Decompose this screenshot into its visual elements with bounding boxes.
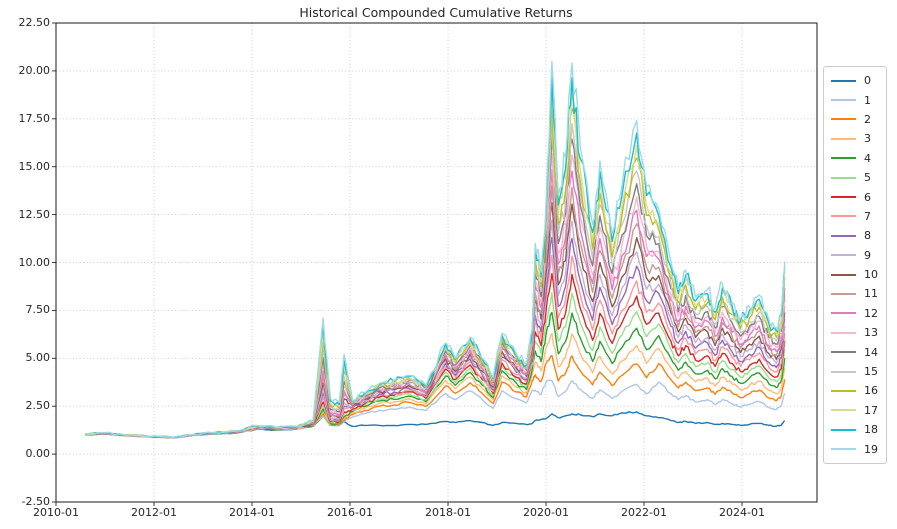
legend-item-17: 17 [831, 401, 886, 420]
legend-item-13: 13 [831, 323, 886, 342]
legend-line-sample [831, 196, 856, 199]
x-axis-tick-label: 2012-01 [131, 506, 177, 519]
legend-item-19: 19 [831, 439, 886, 458]
legend-line-sample [831, 292, 856, 295]
x-axis-tick-label: 2024-01 [719, 506, 765, 519]
legend-item-3: 3 [831, 129, 886, 148]
legend-item-8: 8 [831, 226, 886, 245]
y-axis-tick-label: 22.50 [18, 16, 51, 29]
y-axis-tick-label: 7.50 [25, 303, 51, 317]
legend-item-6: 6 [831, 187, 886, 206]
legend-item-label: 7 [864, 209, 871, 223]
y-axis-tick-label: 15.00 [18, 159, 51, 173]
series-line-15 [85, 121, 786, 439]
legend-item-label: 6 [864, 190, 871, 204]
y-axis-tick-label: 12.50 [18, 207, 51, 221]
legend-line-sample [831, 234, 856, 237]
y-axis-tick-label: 5.00 [25, 351, 51, 365]
y-axis-tick-label: 17.50 [18, 111, 51, 125]
legend-item-15: 15 [831, 362, 886, 381]
legend-item-9: 9 [831, 246, 886, 265]
y-axis-tick-label: 2.50 [25, 399, 51, 413]
legend-item-4: 4 [831, 149, 886, 168]
legend-line-sample [831, 351, 856, 354]
y-axis-tick-label: 10.00 [18, 255, 51, 269]
chart-title: Historical Compounded Cumulative Returns [299, 5, 573, 20]
x-axis-tick-label: 2018-01 [425, 506, 471, 519]
legend-item-1: 1 [831, 90, 886, 109]
legend-line-sample [831, 273, 856, 276]
legend-line-sample [831, 137, 856, 140]
legend-item-0: 0 [831, 71, 886, 90]
legend-item-label: 11 [864, 287, 878, 301]
legend-line-sample [831, 448, 856, 451]
legend-item-16: 16 [831, 381, 886, 400]
legend-line-sample [831, 157, 856, 160]
legend-line-sample [831, 409, 856, 412]
legend-item-label: 9 [864, 248, 871, 262]
legend-item-18: 18 [831, 420, 886, 439]
legend-item-label: 18 [864, 423, 878, 437]
legend-item-14: 14 [831, 342, 886, 361]
legend-item-label: 8 [864, 229, 871, 243]
legend-line-sample [831, 215, 856, 218]
y-axis-tick-label: 20.00 [18, 63, 51, 77]
series-line-0 [85, 411, 786, 439]
legend-line-sample [831, 389, 856, 392]
legend-item-label: 3 [864, 132, 871, 146]
legend-item-label: 4 [864, 151, 871, 165]
x-axis-tick-label: 2014-01 [229, 506, 275, 519]
legend-item-10: 10 [831, 265, 886, 284]
legend-line-sample [831, 99, 856, 102]
legend-item-label: 13 [864, 326, 878, 340]
legend-item-label: 19 [864, 442, 878, 456]
legend-item-label: 16 [864, 384, 878, 398]
legend-item-label: 2 [864, 112, 871, 126]
legend: 0 1 2 3 4 5 6 7 8 9 10 11 12 13 14 15 16 17 18 19 [823, 66, 887, 464]
legend-item-7: 7 [831, 207, 886, 226]
legend-item-label: 10 [864, 268, 878, 282]
legend-item-5: 5 [831, 168, 886, 187]
legend-item-label: 1 [864, 93, 871, 107]
legend-line-sample [831, 118, 856, 121]
legend-item-label: 12 [864, 306, 878, 320]
legend-item-12: 12 [831, 304, 886, 323]
series-line-8 [85, 236, 786, 439]
legend-line-sample [831, 79, 856, 82]
series-line-19 [85, 60, 786, 438]
legend-line-sample [831, 370, 856, 373]
x-axis-tick-label: 2020-01 [523, 506, 569, 519]
x-axis-tick-label: 2022-01 [621, 506, 667, 519]
legend-line-sample [831, 428, 856, 431]
legend-item-2: 2 [831, 110, 886, 129]
legend-item-label: 14 [864, 345, 878, 359]
legend-line-sample [831, 312, 856, 315]
legend-item-label: 17 [864, 403, 878, 417]
legend-item-label: 5 [864, 171, 871, 185]
series-line-5 [85, 292, 786, 439]
x-axis-tick-label: 2016-01 [327, 506, 373, 519]
y-axis-tick-label: -2.50 [21, 495, 50, 508]
legend-line-sample [831, 254, 856, 257]
legend-line-sample [831, 176, 856, 179]
legend-item-label: 15 [864, 365, 878, 379]
legend-item-11: 11 [831, 284, 886, 303]
series-line-6 [85, 273, 786, 439]
series-line-13 [85, 152, 786, 439]
legend-line-sample [831, 331, 856, 334]
legend-item-label: 0 [864, 74, 871, 88]
plot-area [85, 60, 786, 439]
x-axis-tick-label: 2010-01 [33, 506, 79, 519]
y-axis-tick-label: 0.00 [25, 447, 51, 461]
